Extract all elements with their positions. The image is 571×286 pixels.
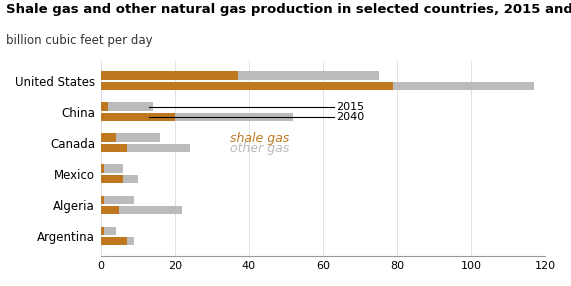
Text: Shale gas and other natural gas production in selected countries, 2015 and 2040: Shale gas and other natural gas producti…: [6, 3, 571, 16]
Bar: [100, 227, 104, 235]
Bar: [175, 113, 293, 121]
Bar: [119, 206, 182, 214]
Bar: [127, 237, 134, 245]
Bar: [100, 102, 108, 111]
Bar: [115, 134, 160, 142]
Bar: [123, 175, 138, 183]
Bar: [393, 82, 534, 90]
Bar: [100, 175, 123, 183]
Bar: [100, 82, 393, 90]
Bar: [100, 196, 104, 204]
Bar: [104, 196, 134, 204]
Bar: [100, 134, 115, 142]
Bar: [108, 102, 152, 111]
Bar: [104, 227, 115, 235]
Bar: [100, 144, 127, 152]
Bar: [238, 72, 379, 80]
Text: shale gas: shale gas: [231, 132, 289, 145]
Text: 2015: 2015: [336, 102, 364, 112]
Text: other gas: other gas: [231, 142, 289, 155]
Bar: [100, 237, 127, 245]
Bar: [100, 72, 238, 80]
Text: 2040: 2040: [336, 112, 364, 122]
Text: billion cubic feet per day: billion cubic feet per day: [6, 34, 152, 47]
Bar: [127, 144, 190, 152]
Bar: [100, 164, 104, 173]
Bar: [104, 164, 123, 173]
Bar: [100, 206, 119, 214]
Bar: [100, 113, 175, 121]
